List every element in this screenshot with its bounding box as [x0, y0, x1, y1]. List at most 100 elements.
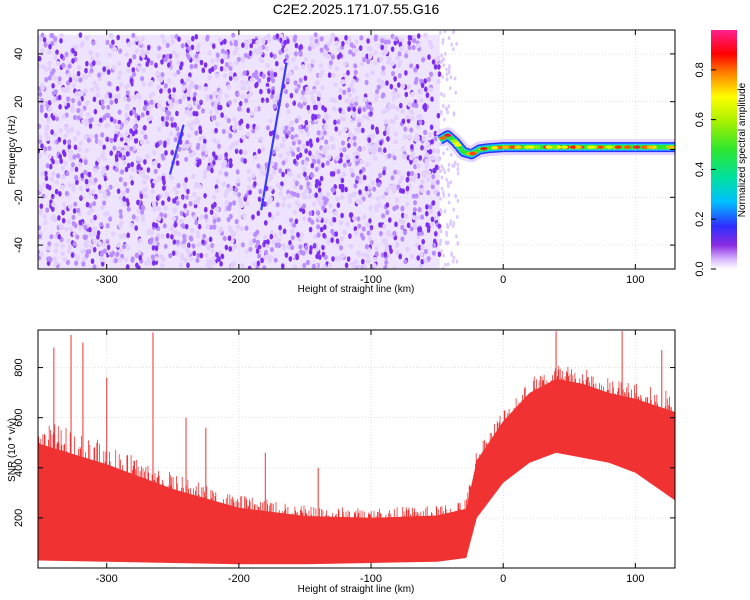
noise-cell	[187, 46, 192, 52]
noise-cell	[173, 137, 178, 143]
noise-cell	[244, 249, 249, 255]
carrier-peak	[545, 145, 553, 149]
noise-cell	[321, 205, 326, 211]
noise-cell	[274, 94, 279, 100]
noise-cell	[91, 226, 96, 232]
noise-cell	[52, 75, 58, 81]
noise-cell	[349, 42, 354, 48]
noise-cell	[102, 114, 107, 121]
noise-cell	[446, 225, 450, 230]
noise-cell	[352, 141, 357, 147]
noise-cell	[278, 191, 283, 197]
noise-cell	[376, 77, 381, 83]
x-tick-label: 0	[500, 274, 506, 286]
noise-cell	[280, 181, 284, 187]
noise-cell	[439, 229, 443, 234]
noise-cell	[394, 204, 399, 210]
noise-cell	[290, 244, 295, 251]
noise-cell	[329, 171, 334, 177]
x-tick-label: -300	[96, 573, 118, 585]
noise-cell	[304, 126, 309, 132]
noise-cell	[394, 197, 400, 203]
noise-cell	[406, 84, 411, 90]
noise-cell	[52, 217, 58, 223]
noise-cell	[78, 219, 83, 226]
noise-cell	[421, 57, 425, 63]
noise-cell	[267, 88, 271, 94]
noise-cell	[212, 224, 217, 230]
noise-cell	[357, 223, 362, 229]
noise-cell	[336, 169, 341, 175]
noise-cell	[383, 49, 388, 55]
noise-cell	[426, 256, 431, 262]
noise-cell	[156, 84, 161, 90]
noise-cell	[151, 182, 155, 189]
noise-cell	[157, 206, 162, 212]
noise-cell	[81, 261, 86, 267]
noise-cell	[431, 174, 436, 180]
noise-cell	[408, 108, 413, 114]
noise-cell	[455, 259, 459, 264]
noise-cell	[126, 206, 131, 212]
noise-cell	[357, 108, 362, 115]
noise-cell	[93, 167, 98, 173]
noise-cell	[183, 208, 188, 214]
noise-cell	[158, 139, 163, 146]
noise-cell	[189, 64, 194, 70]
noise-cell	[118, 247, 124, 253]
noise-cell	[317, 187, 322, 193]
noise-cell	[259, 58, 265, 64]
noise-cell	[273, 71, 278, 78]
noise-cell	[120, 169, 125, 175]
noise-cell	[126, 232, 130, 239]
noise-cell	[419, 88, 424, 94]
noise-cell	[170, 34, 175, 40]
noise-cell	[260, 97, 265, 103]
noise-cell	[303, 171, 307, 178]
noise-cell	[316, 224, 321, 230]
noise-cell	[67, 139, 72, 145]
noise-cell	[43, 42, 48, 48]
noise-cell	[440, 249, 443, 254]
noise-cell	[204, 252, 209, 258]
noise-cell	[94, 133, 99, 140]
noise-cell	[401, 188, 406, 194]
noise-cell	[41, 64, 46, 70]
noise-cell	[194, 34, 199, 40]
noise-cell	[311, 263, 316, 269]
noise-cell	[355, 160, 360, 166]
carrier-peak	[605, 145, 613, 149]
noise-cell	[358, 45, 363, 51]
noise-cell	[342, 89, 347, 95]
noise-cell	[366, 258, 371, 264]
noise-cell	[355, 175, 360, 181]
noise-cell	[106, 190, 111, 196]
noise-cell	[77, 90, 82, 96]
noise-cell	[210, 167, 214, 174]
noise-cell	[135, 93, 140, 99]
noise-cell	[108, 216, 113, 222]
noise-cell	[379, 140, 383, 146]
noise-cell	[214, 188, 220, 194]
noise-cell	[143, 99, 148, 106]
noise-cell	[426, 76, 431, 83]
noise-cell	[456, 171, 460, 176]
noise-cell	[68, 149, 74, 155]
carrier-peak	[454, 143, 462, 147]
noise-cell	[129, 110, 133, 116]
noise-cell	[105, 239, 110, 245]
noise-cell	[341, 140, 345, 146]
noise-cell	[63, 160, 68, 166]
noise-cell	[186, 39, 192, 46]
noise-cell	[359, 35, 364, 41]
noise-cell	[134, 215, 140, 222]
noise-cell	[172, 198, 176, 204]
noise-cell	[57, 215, 61, 221]
noise-cell	[416, 163, 421, 169]
noise-cell	[398, 218, 403, 224]
noise-cell	[204, 217, 209, 224]
noise-cell	[430, 179, 436, 185]
noise-cell	[409, 127, 414, 133]
noise-cell	[192, 250, 196, 257]
noise-cell	[335, 196, 340, 202]
